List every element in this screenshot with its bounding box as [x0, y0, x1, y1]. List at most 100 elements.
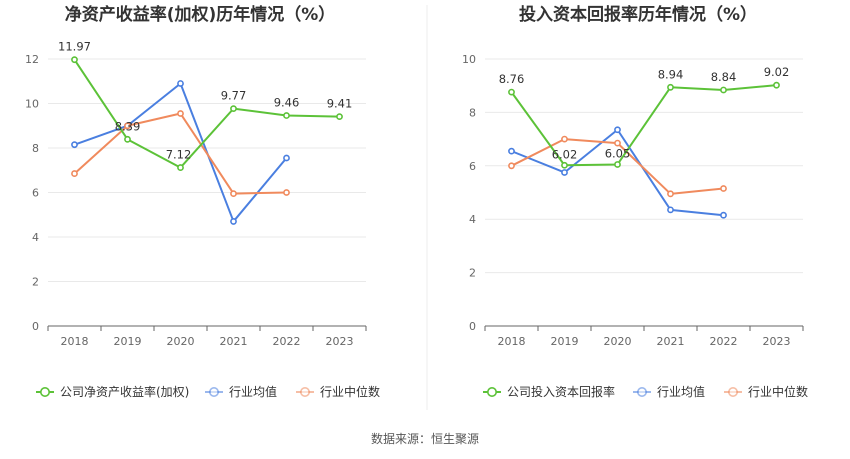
y-axis: 0 2 4 6 8 10 12 [25, 53, 39, 333]
data-label: 6.02 [552, 147, 578, 161]
x-tick-label: 2021 [220, 335, 248, 348]
y-tick-label: 0 [32, 320, 39, 333]
y-tick-label: 4 [469, 213, 476, 226]
legend-label: 行业中位数 [748, 384, 808, 399]
chart-title: 投入资本回报率历年情况（%） [519, 4, 757, 25]
data-point [230, 218, 237, 225]
x-tick-label: 2022 [710, 335, 738, 348]
chart-title: 净资产收益率(加权)历年情况（%） [65, 4, 336, 25]
y-tick-label: 0 [469, 320, 476, 333]
legend-item: 行业均值 [205, 384, 277, 399]
series-line [73, 59, 340, 169]
gridlines [485, 58, 803, 274]
data-point [614, 126, 621, 134]
legend-item: 公司净资产收益率(加权) [36, 384, 189, 399]
company-series [71, 56, 343, 171]
x-tick-label: 2020 [167, 335, 195, 348]
legend-swatch-marker [636, 386, 647, 397]
x-axis: 2018 2019 2020 2021 2022 2023 [484, 325, 804, 348]
legend-item: 行业中位数 [296, 384, 380, 399]
x-tick-label: 2023 [763, 335, 791, 348]
legend-item: 行业中位数 [724, 384, 808, 399]
y-tick-label: 4 [32, 231, 39, 244]
data-point [561, 135, 568, 143]
legend-item: 行业均值 [633, 384, 705, 399]
data-point [720, 211, 727, 219]
x-tick-label: 2020 [604, 335, 632, 348]
roic-chart-panel: 投入资本回报率历年情况（%） 0 2 4 6 8 10 2018 2019 2020 2021 202… [462, 4, 808, 399]
data-point [283, 154, 290, 162]
legend: 公司净资产收益率(加权) 行业均值 行业中位数 [36, 384, 380, 399]
industry-median-series [508, 135, 727, 198]
legend-label: 公司净资产收益率(加权) [60, 384, 189, 399]
company-series [508, 81, 780, 169]
data-point [667, 206, 674, 214]
x-tick-label: 2019 [551, 335, 579, 348]
data-label: 8.94 [658, 67, 684, 81]
data-label: 8.84 [711, 70, 737, 84]
y-axis: 0 2 4 6 8 10 [462, 53, 476, 333]
y-tick-label: 2 [469, 267, 476, 280]
legend-label: 行业中位数 [320, 384, 380, 399]
data-point [124, 122, 131, 130]
x-tick-label: 2018 [61, 335, 89, 348]
data-point [336, 113, 343, 121]
data-point [230, 105, 237, 113]
gridlines [48, 58, 366, 282]
legend-swatch-marker [486, 386, 497, 397]
y-tick-label: 12 [25, 53, 39, 66]
data-point [773, 81, 780, 89]
x-axis: 2018 2019 2020 2021 2022 2023 [47, 325, 367, 348]
legend-label: 公司投入资本回报率 [507, 384, 615, 399]
data-point [667, 190, 674, 198]
x-tick-label: 2023 [326, 335, 354, 348]
x-tick-label: 2019 [114, 335, 142, 348]
data-point [561, 169, 568, 176]
data-label: 9.41 [327, 97, 353, 111]
y-tick-label: 10 [25, 98, 39, 111]
data-label: 9.77 [221, 89, 247, 103]
industry-mean-series [508, 126, 727, 219]
data-point [720, 86, 727, 94]
y-tick-label: 10 [462, 53, 476, 66]
data-label: 8.39 [115, 119, 141, 133]
industry-median-series [71, 110, 290, 198]
series-line [510, 84, 777, 167]
y-tick-label: 6 [32, 187, 39, 200]
data-label: 8.76 [499, 72, 525, 86]
data-point [71, 170, 78, 177]
data-label: 11.97 [58, 40, 91, 54]
data-label: 9.02 [764, 65, 790, 79]
data-labels: 8.76 6.02 6.05 8.94 8.84 9.02 [499, 65, 790, 161]
legend-item: 公司投入资本回报率 [483, 384, 615, 399]
y-tick-label: 2 [32, 276, 39, 289]
data-point [508, 162, 515, 170]
data-point [720, 185, 727, 192]
y-tick-label: 8 [32, 142, 39, 155]
data-point [177, 110, 184, 117]
x-tick-label: 2022 [273, 335, 301, 348]
data-point [283, 189, 290, 196]
data-point [71, 141, 78, 149]
x-tick-label: 2021 [657, 335, 685, 348]
x-tick-label: 2018 [498, 335, 526, 348]
legend-swatch-marker [209, 386, 220, 397]
data-point [177, 80, 184, 87]
data-point [71, 56, 78, 64]
data-labels: 11.97 8.39 7.12 9.77 9.46 9.41 [58, 40, 352, 162]
data-point [177, 164, 184, 171]
data-point [124, 135, 131, 143]
legend-label: 行业均值 [657, 384, 705, 399]
legend-swatch-marker [39, 386, 50, 397]
data-point [561, 161, 568, 169]
data-label: 7.12 [166, 148, 192, 162]
data-point [230, 190, 237, 198]
y-tick-label: 8 [469, 106, 476, 119]
legend-label: 行业均值 [229, 384, 277, 399]
data-point [667, 83, 674, 91]
data-label: 6.05 [605, 146, 631, 160]
y-tick-label: 6 [469, 160, 476, 173]
data-point [283, 112, 290, 119]
